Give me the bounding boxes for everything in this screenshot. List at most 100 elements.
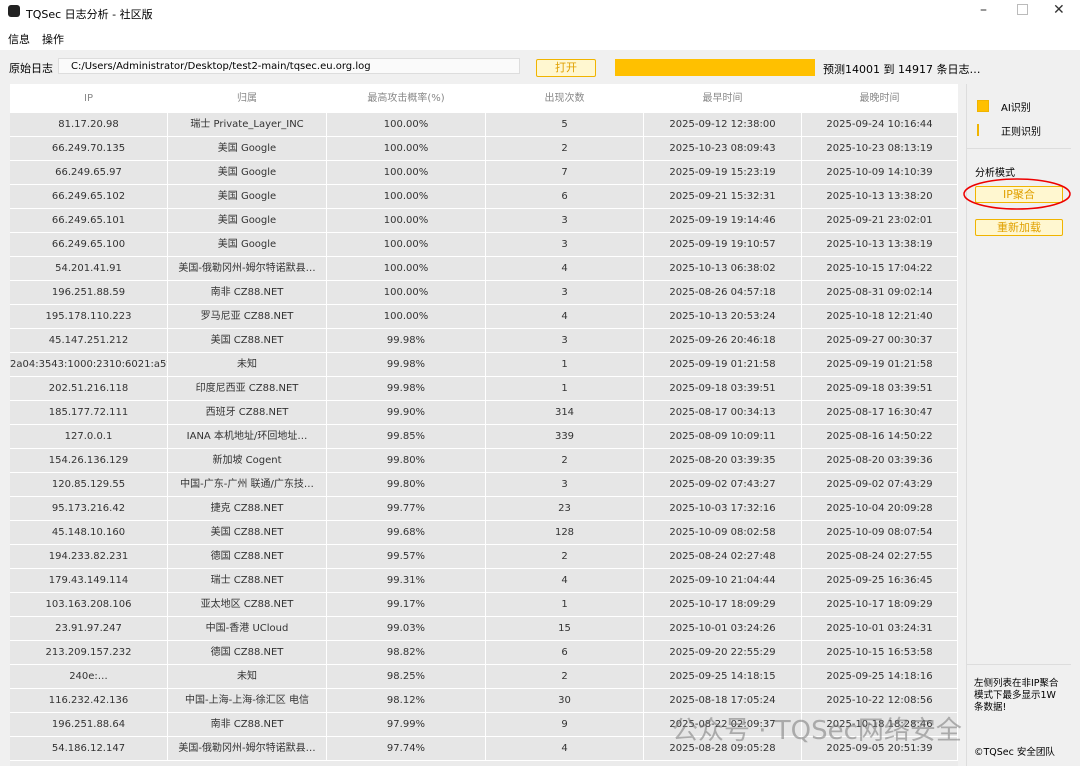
table-cell: 1 xyxy=(486,593,644,617)
table-cell: 2025-09-24 10:16:44 xyxy=(802,113,958,137)
table-cell: 5 xyxy=(486,113,644,137)
regex-label[interactable]: 正则识别 xyxy=(1001,127,1041,138)
table-cell: 2025-09-05 20:51:39 xyxy=(802,737,958,761)
reload-button[interactable]: 重新加载 xyxy=(975,219,1063,236)
ai-checkbox[interactable] xyxy=(977,100,989,112)
table-cell: 西班牙 CZ88.NET xyxy=(168,401,327,425)
table-cell: 154.26.136.129 xyxy=(10,449,168,473)
table-cell: 100.00% xyxy=(327,185,486,209)
header-cell: 最早时间 xyxy=(644,84,802,113)
table-cell: 2025-08-31 09:02:14 xyxy=(802,281,958,305)
table-cell: 2025-08-24 02:27:48 xyxy=(644,545,802,569)
header-cell: 归属 xyxy=(168,84,327,113)
log-label: 原始日志 xyxy=(9,62,53,75)
table-cell: 2025-09-19 19:14:46 xyxy=(644,209,802,233)
table-cell: 339 xyxy=(486,425,644,449)
app-icon xyxy=(8,5,20,17)
table-cell: 202.51.216.118 xyxy=(10,377,168,401)
table-cell: 54.201.41.91 xyxy=(10,257,168,281)
table-cell: 2025-09-25 14:18:15 xyxy=(644,665,802,689)
table-cell: 2025-09-21 15:32:31 xyxy=(644,185,802,209)
table-cell: 美国 Google xyxy=(168,209,327,233)
maximize[interactable] xyxy=(1017,4,1028,15)
table-cell: 2025-10-15 17:04:22 xyxy=(802,257,958,281)
path-field[interactable]: C:/Users/Administrator/Desktop/test2-mai… xyxy=(58,58,520,74)
table-cell: 2025-10-13 13:38:19 xyxy=(802,233,958,257)
ip-aggregate-button[interactable]: IP聚合 xyxy=(975,186,1063,203)
table-cell: 2025-10-09 14:10:39 xyxy=(802,161,958,185)
table-cell: 2025-10-01 03:24:31 xyxy=(802,617,958,641)
window-title: TQSec 日志分析 - 社区版 xyxy=(26,8,153,21)
table-cell: 7 xyxy=(486,161,644,185)
table-cell: 194.233.82.231 xyxy=(10,545,168,569)
table-cell: 99.68% xyxy=(327,521,486,545)
table-cell: 100.00% xyxy=(327,257,486,281)
table-cell: 2025-09-18 03:39:51 xyxy=(644,377,802,401)
table-cell: 2025-09-25 14:18:16 xyxy=(802,665,958,689)
table-cell: 美国 Google xyxy=(168,161,327,185)
header-cell: 出现次数 xyxy=(486,84,644,113)
ai-label[interactable]: AI识别 xyxy=(1001,103,1031,114)
table-cell: 2025-10-09 08:07:54 xyxy=(802,521,958,545)
divider xyxy=(967,148,1071,149)
table-cell: 2025-10-17 18:09:29 xyxy=(644,593,802,617)
table-cell: 9 xyxy=(486,713,644,737)
table-cell: 3 xyxy=(486,209,644,233)
table-cell: 314 xyxy=(486,401,644,425)
open-button[interactable]: 打开 xyxy=(536,59,596,77)
table-cell: 95.173.216.42 xyxy=(10,497,168,521)
regex-checkbox[interactable] xyxy=(977,124,979,136)
table-cell: 240e:… xyxy=(10,665,168,689)
table-cell: 196.251.88.64 xyxy=(10,713,168,737)
table-cell: 100.00% xyxy=(327,233,486,257)
table-cell: 3 xyxy=(486,329,644,353)
table-cell: 印度尼西亚 CZ88.NET xyxy=(168,377,327,401)
progress-bar xyxy=(615,59,815,76)
table-cell: 2025-10-13 06:38:02 xyxy=(644,257,802,281)
table-cell: 2025-10-15 16:53:58 xyxy=(802,641,958,665)
table-cell: 中国-上海-上海-徐汇区 电信 xyxy=(168,689,327,713)
table-cell: 2025-10-04 20:09:28 xyxy=(802,497,958,521)
close[interactable]: ✕ xyxy=(1053,2,1065,18)
table-cell: 196.251.88.59 xyxy=(10,281,168,305)
table-cell: 2025-10-09 08:02:58 xyxy=(644,521,802,545)
table-cell: 2025-09-25 16:36:45 xyxy=(802,569,958,593)
menu-bar: 信息 操作 xyxy=(0,26,1080,50)
table-cell: 2025-09-20 22:55:29 xyxy=(644,641,802,665)
table-cell: 2025-08-22 02:09:37 xyxy=(644,713,802,737)
table-cell: 未知 xyxy=(168,353,327,377)
table-cell: 120.85.129.55 xyxy=(10,473,168,497)
table-cell: 2025-09-18 03:39:51 xyxy=(802,377,958,401)
table-cell: 81.17.20.98 xyxy=(10,113,168,137)
table-cell: 捷克 CZ88.NET xyxy=(168,497,327,521)
table-cell: 2025-08-17 00:34:13 xyxy=(644,401,802,425)
minimize[interactable]: – xyxy=(980,2,987,18)
table-cell: 2025-10-23 08:09:43 xyxy=(644,137,802,161)
table-cell: 99.98% xyxy=(327,353,486,377)
table-cell: 100.00% xyxy=(327,113,486,137)
table-cell: 66.249.65.101 xyxy=(10,209,168,233)
table-cell: 2 xyxy=(486,449,644,473)
table-cell: 美国 Google xyxy=(168,233,327,257)
table-cell: 瑞士 Private_Layer_INC xyxy=(168,113,327,137)
table-cell: 116.232.42.136 xyxy=(10,689,168,713)
header-cell: 最晚时间 xyxy=(802,84,958,113)
table-cell: 98.25% xyxy=(327,665,486,689)
table-cell: 1 xyxy=(486,377,644,401)
table-cell: 新加坡 Cogent xyxy=(168,449,327,473)
menu-item[interactable]: 操作 xyxy=(42,33,64,46)
table-cell: 2025-08-17 16:30:47 xyxy=(802,401,958,425)
table-cell: 美国-俄勒冈州-姆尔特诺默县… xyxy=(168,257,327,281)
table-cell: 2025-10-18 12:21:40 xyxy=(802,305,958,329)
table-cell: 4 xyxy=(486,737,644,761)
table-cell: 23 xyxy=(486,497,644,521)
table-cell: 97.74% xyxy=(327,737,486,761)
table-cell: 100.00% xyxy=(327,305,486,329)
table-cell: 2025-09-19 01:21:58 xyxy=(644,353,802,377)
table-cell: 99.03% xyxy=(327,617,486,641)
table-cell: 南非 CZ88.NET xyxy=(168,281,327,305)
table-cell: 中国-广东-广州 联通/广东技… xyxy=(168,473,327,497)
table-cell: 185.177.72.111 xyxy=(10,401,168,425)
menu-item[interactable]: 信息 xyxy=(8,33,30,46)
